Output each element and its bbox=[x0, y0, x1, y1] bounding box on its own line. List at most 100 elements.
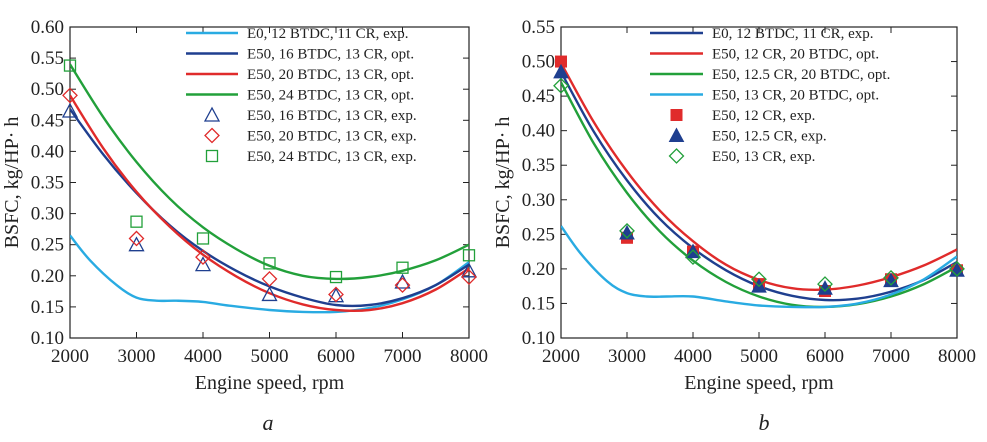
legend-entry: E50, 16 BTDC, 13 CR, opt. bbox=[186, 47, 414, 63]
legend-swatch-marker bbox=[205, 149, 219, 163]
y-tick-label: 0.50 bbox=[31, 79, 64, 100]
series-line bbox=[70, 234, 469, 314]
legend-label: E50, 12.5 CR, 20 BTDC, opt. bbox=[712, 67, 890, 83]
data-point bbox=[128, 230, 145, 247]
y-tick-label: 0.15 bbox=[31, 297, 64, 318]
data-point bbox=[394, 277, 411, 294]
legend-label: E50, 24 BTDC, 13 CR, exp. bbox=[247, 149, 417, 165]
data-point bbox=[329, 270, 343, 284]
data-point bbox=[195, 249, 211, 266]
data-point bbox=[685, 249, 701, 266]
y-tick-label: 0.40 bbox=[31, 141, 64, 162]
data-point bbox=[949, 260, 965, 277]
legend-label: E0, 12 BTDC, 11 CR, exp. bbox=[712, 26, 874, 42]
y-tick-label: 0.45 bbox=[522, 86, 555, 107]
legend-entry: E0, 12 BTDC, 11 CR, exp. bbox=[186, 26, 409, 42]
legend-label: E50, 13 CR, 20 BTDC, opt. bbox=[712, 88, 879, 104]
y-tick-label: 0.30 bbox=[31, 204, 64, 225]
data-point bbox=[553, 77, 569, 94]
x-tick-label: 8000 bbox=[938, 346, 976, 367]
legend-entry: E0, 12 BTDC, 11 CR, exp. bbox=[650, 26, 874, 42]
data-point bbox=[261, 270, 278, 287]
x-tick-label: 4000 bbox=[674, 346, 712, 367]
data-point bbox=[460, 262, 478, 278]
legend-label: E50, 24 BTDC, 13 CR, opt. bbox=[247, 88, 414, 104]
series-1 bbox=[70, 234, 469, 314]
series-line bbox=[70, 63, 469, 281]
y-tick-label: 0.25 bbox=[522, 224, 555, 245]
data-point bbox=[328, 286, 344, 303]
series-4 bbox=[70, 63, 469, 281]
data-point bbox=[394, 273, 411, 289]
series-3 bbox=[561, 81, 957, 309]
x-tick-label: 5000 bbox=[740, 346, 778, 367]
legend-label: E50, 13 CR, exp. bbox=[712, 149, 815, 165]
legend-entry: E50, 16 BTDC, 13 CR, exp. bbox=[203, 106, 417, 124]
legend-entry: E50, 12.5 CR, exp. bbox=[668, 127, 827, 145]
series-line bbox=[70, 94, 469, 312]
y-tick-label: 0.25 bbox=[31, 235, 64, 256]
data-point bbox=[883, 272, 899, 288]
legend-label: E50, 12 CR, 20 BTDC, opt. bbox=[712, 47, 879, 63]
y-axis-label: BSFC, kg/HP· h bbox=[1, 117, 23, 249]
legend-entry: E50, 12 CR, 20 BTDC, opt. bbox=[650, 47, 879, 63]
x-tick-label: 6000 bbox=[317, 346, 355, 367]
series-4 bbox=[561, 225, 957, 309]
legend-label: E0, 12 BTDC, 11 CR, exp. bbox=[247, 26, 409, 42]
y-tick-label: 0.15 bbox=[522, 293, 555, 314]
legend-swatch-marker bbox=[204, 127, 220, 144]
y-tick-label: 0.35 bbox=[31, 173, 64, 194]
y-tick-label: 0.40 bbox=[522, 121, 555, 142]
series-line bbox=[561, 225, 957, 309]
legend: E0, 12 BTDC, 11 CR, exp. E50, 16 BTDC, 13… bbox=[186, 26, 417, 165]
x-tick-label: 4000 bbox=[184, 346, 222, 367]
data-point bbox=[462, 249, 476, 262]
legend-entry: E50, 13 CR, 20 BTDC, opt. bbox=[650, 88, 879, 104]
series-3 bbox=[70, 94, 469, 312]
y-tick-label: 0.30 bbox=[522, 190, 555, 211]
data-point bbox=[62, 87, 78, 104]
x-tick-label: 6000 bbox=[806, 346, 844, 367]
legend-entry: E50, 24 BTDC, 13 CR, opt. bbox=[186, 88, 414, 104]
x-tick-label: 2000 bbox=[51, 346, 89, 367]
data-point bbox=[63, 59, 77, 72]
data-point bbox=[261, 286, 278, 302]
y-tick-label: 0.50 bbox=[522, 52, 555, 73]
legend-swatch-marker bbox=[668, 148, 685, 164]
data-point bbox=[619, 224, 635, 240]
series-6 bbox=[62, 87, 477, 303]
legend-swatch-marker bbox=[668, 127, 685, 142]
data-point bbox=[194, 256, 212, 272]
x-tick-label: 2000 bbox=[542, 346, 580, 367]
legend-entry: E50, 20 BTDC, 13 CR, opt. bbox=[186, 67, 414, 83]
panel-label: b bbox=[759, 410, 770, 435]
legend-entry: E50, 24 BTDC, 13 CR, exp. bbox=[205, 149, 417, 165]
legend-entry: E50, 12.5 CR, 20 BTDC, opt. bbox=[650, 67, 890, 83]
data-point bbox=[327, 287, 345, 303]
legend-swatch-marker bbox=[670, 109, 683, 121]
y-tick-label: 0.60 bbox=[31, 17, 64, 38]
legend-swatch-marker bbox=[203, 106, 221, 122]
legend: E0, 12 BTDC, 11 CR, exp. E50, 12 CR, 20 B… bbox=[650, 26, 890, 165]
legend-entry: E50, 12 CR, exp. bbox=[670, 108, 815, 124]
x-tick-label: 7000 bbox=[872, 346, 910, 367]
series-line bbox=[561, 71, 957, 302]
data-point bbox=[263, 257, 276, 270]
legend-label: E50, 16 BTDC, 13 CR, exp. bbox=[247, 108, 417, 124]
y-tick-label: 0.45 bbox=[31, 110, 64, 131]
legend-label: E50, 20 BTDC, 13 CR, opt. bbox=[247, 67, 414, 83]
y-tick-label: 0.55 bbox=[31, 48, 64, 69]
legend-entry: E50, 13 CR, exp. bbox=[668, 148, 815, 165]
y-tick-label: 0.20 bbox=[31, 266, 64, 287]
legend-label: E50, 20 BTDC, 13 CR, exp. bbox=[247, 129, 417, 145]
y-axis-label: BSFC, kg/HP· h bbox=[492, 117, 514, 249]
data-point bbox=[751, 271, 767, 288]
x-tick-label: 5000 bbox=[251, 346, 289, 367]
y-tick-label: 0.10 bbox=[31, 328, 64, 349]
y-tick-label: 0.20 bbox=[522, 259, 555, 280]
x-tick-label: 8000 bbox=[450, 346, 488, 367]
data-point bbox=[461, 269, 477, 285]
y-tick-label: 0.55 bbox=[522, 17, 555, 38]
data-point bbox=[396, 261, 409, 274]
